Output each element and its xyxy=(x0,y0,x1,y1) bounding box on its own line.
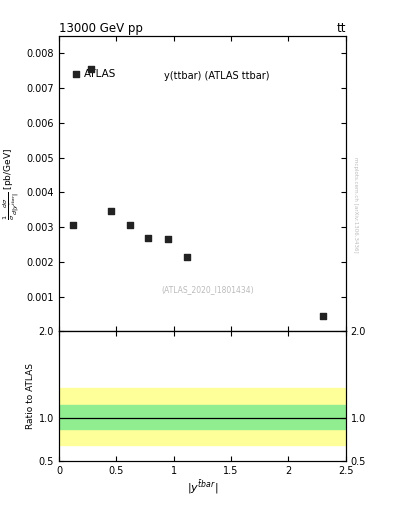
Point xyxy=(107,207,114,216)
Text: y(ttbar) (ATLAS ttbar): y(ttbar) (ATLAS ttbar) xyxy=(164,71,270,81)
Text: tt: tt xyxy=(336,22,346,35)
Point xyxy=(320,311,326,319)
Point xyxy=(88,65,94,73)
Y-axis label: Ratio to ATLAS: Ratio to ATLAS xyxy=(26,363,35,429)
Point xyxy=(184,252,191,261)
Point xyxy=(127,221,133,229)
Text: ATLAS: ATLAS xyxy=(84,69,117,79)
Text: (ATLAS_2020_I1801434): (ATLAS_2020_I1801434) xyxy=(162,286,254,294)
Point xyxy=(165,235,171,243)
Text: 13000 GeV pp: 13000 GeV pp xyxy=(59,22,143,35)
Point xyxy=(70,221,76,229)
Point xyxy=(73,70,79,78)
Point xyxy=(145,233,152,242)
Y-axis label: $\frac{1}{\sigma}\frac{d\sigma}{d|y^{\bar{t}bar}|}$ [pb/GeV]: $\frac{1}{\sigma}\frac{d\sigma}{d|y^{\ba… xyxy=(2,147,22,220)
Text: mcplots.cern.ch [arXiv:1306.3436]: mcplots.cern.ch [arXiv:1306.3436] xyxy=(353,157,358,252)
X-axis label: $|y^{\bar{t}bar}|$: $|y^{\bar{t}bar}|$ xyxy=(187,478,218,496)
